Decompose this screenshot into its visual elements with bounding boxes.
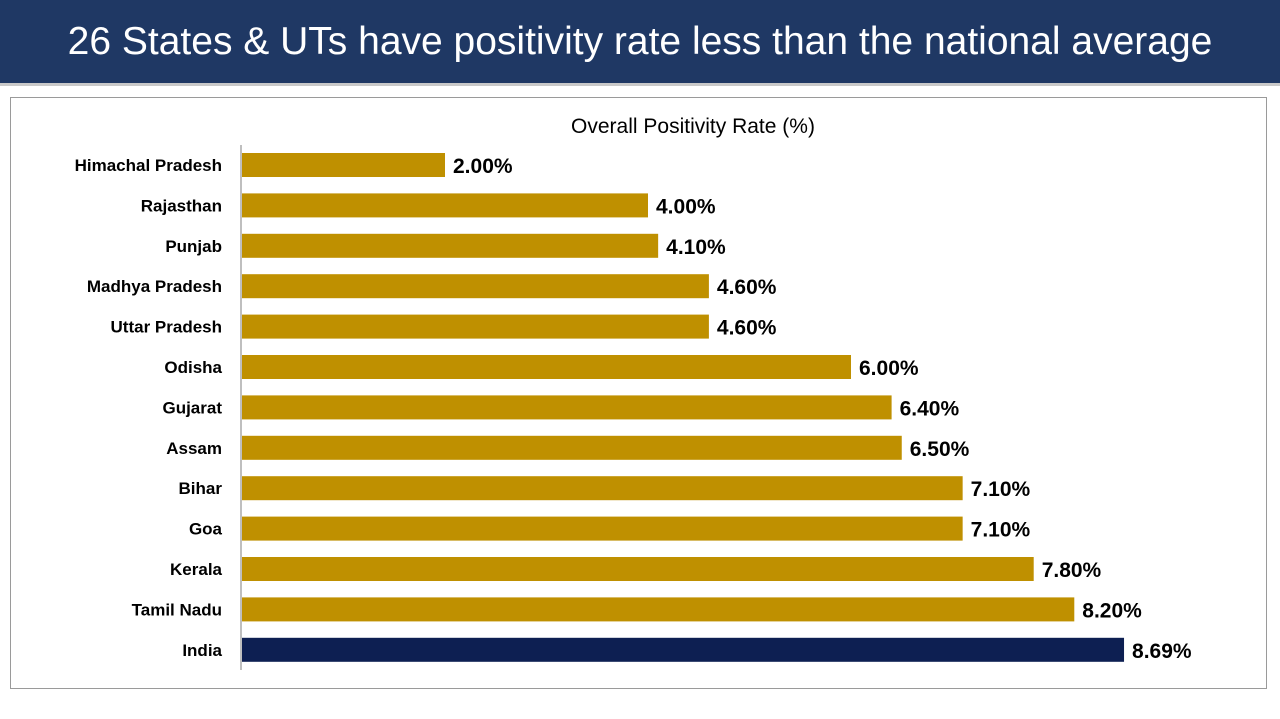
bar-himachal-pradesh <box>242 153 445 177</box>
category-label-odisha: Odisha <box>164 358 222 377</box>
value-label-rajasthan: 4.00% <box>656 195 716 218</box>
category-label-punjab: Punjab <box>165 237 222 256</box>
value-label-goa: 7.10% <box>971 519 1031 542</box>
category-label-uttar-pradesh: Uttar Pradesh <box>111 318 222 337</box>
title-bar: 26 States & UTs have positivity rate les… <box>0 0 1280 86</box>
category-label-kerala: Kerala <box>170 560 223 579</box>
category-label-gujarat: Gujarat <box>162 398 222 417</box>
bar-tamil-nadu <box>242 597 1075 622</box>
value-label-kerala: 7.80% <box>1042 559 1102 582</box>
category-label-assam: Assam <box>166 439 222 458</box>
category-label-himachal-pradesh: Himachal Pradesh <box>75 156 222 175</box>
value-label-punjab: 4.10% <box>666 236 726 259</box>
bar-kerala <box>242 557 1034 581</box>
value-label-bihar: 7.10% <box>971 478 1031 501</box>
value-label-uttar-pradesh: 4.60% <box>717 317 777 340</box>
category-label-tamil-nadu: Tamil Nadu <box>132 600 222 619</box>
category-label-india: India <box>182 641 222 660</box>
bar-assam <box>242 435 902 460</box>
value-label-gujarat: 6.40% <box>900 397 960 420</box>
value-label-india: 8.69% <box>1132 640 1192 663</box>
bar-rajasthan <box>242 193 648 218</box>
value-label-madhya-pradesh: 4.60% <box>717 276 777 299</box>
value-label-himachal-pradesh: 2.00% <box>453 155 513 178</box>
bar-uttar-pradesh <box>242 314 709 339</box>
category-label-goa: Goa <box>189 520 223 539</box>
category-label-madhya-pradesh: Madhya Pradesh <box>87 277 222 296</box>
category-label-bihar: Bihar <box>179 479 223 498</box>
bar-gujarat <box>242 395 892 420</box>
bar-punjab <box>242 233 659 258</box>
bars-group: Himachal Pradesh 2.00% Rajasthan 4.00% Punja… <box>75 153 1192 663</box>
bar-india <box>242 637 1125 662</box>
value-label-assam: 6.50% <box>910 438 970 461</box>
value-label-odisha: 6.00% <box>859 357 919 380</box>
slide-title: 26 States & UTs have positivity rate les… <box>67 19 1213 63</box>
bar-bihar <box>242 476 963 501</box>
bar-odisha <box>242 355 851 379</box>
bar-goa <box>242 516 963 541</box>
chart-title: Overall Positivity Rate (%) <box>571 115 815 138</box>
bar-madhya-pradesh <box>242 274 709 299</box>
value-label-tamil-nadu: 8.20% <box>1082 599 1142 622</box>
category-label-rajasthan: Rajasthan <box>141 196 222 215</box>
